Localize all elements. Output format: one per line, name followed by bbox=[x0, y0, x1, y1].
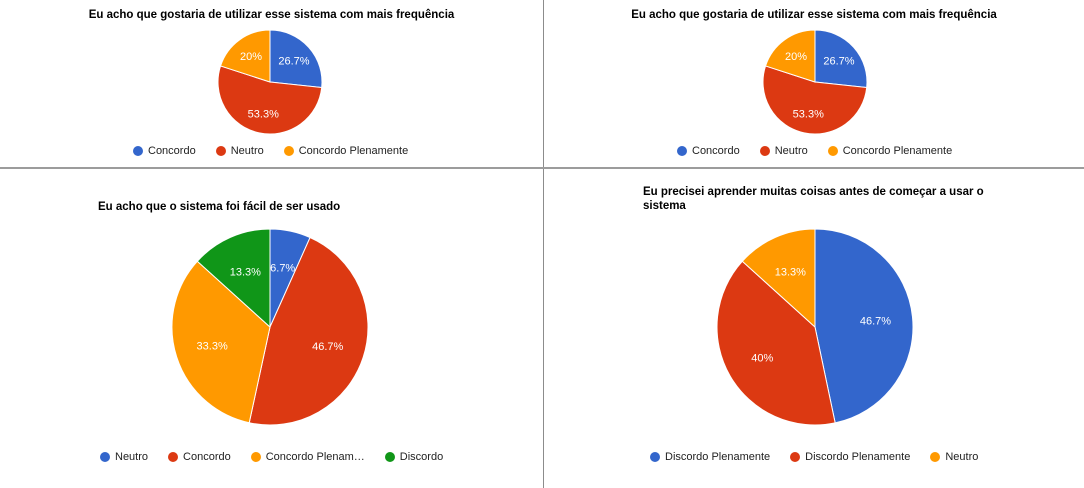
pie-slice-neutro bbox=[217, 65, 323, 135]
legend-label: Discordo bbox=[399, 451, 444, 463]
legend-item: Concordo bbox=[168, 451, 231, 463]
chart-title: Eu acho que o sistema foi fácil de ser u… bbox=[98, 201, 341, 213]
chart-title: Eu acho que gostaria de utilizar esse si… bbox=[88, 9, 455, 21]
legend-marker-icon bbox=[759, 146, 770, 156]
legend-item: Concordo Plenam… bbox=[250, 451, 365, 463]
legend-marker-icon bbox=[100, 452, 110, 462]
chart-panel-3: Eu precisei aprender muitas coisas antes… bbox=[544, 169, 1084, 488]
pie-slice-discordo bbox=[196, 228, 271, 329]
legend-item: Concordo bbox=[133, 145, 196, 157]
chart-title: Eu precisei aprender muitas coisas antes… bbox=[643, 185, 984, 213]
legend-item: Concordo bbox=[677, 145, 740, 157]
pie-slice-concordo-plenamente bbox=[764, 29, 816, 83]
chart-title: Eu acho que gostaria de utilizar esse si… bbox=[631, 9, 997, 21]
chart-panel-0: Eu acho que gostaria de utilizar esse si… bbox=[0, 0, 543, 167]
legend-item: Discordo Plenamente bbox=[650, 451, 770, 463]
legend-item: Discordo bbox=[384, 451, 444, 463]
pie-slice-concordo-plenamente bbox=[219, 29, 271, 83]
legend-label: Neutro bbox=[945, 451, 979, 463]
chart-legend: Concordo Neutro Concordo Plenamente bbox=[133, 145, 428, 157]
legend-label: Concordo Plenam… bbox=[265, 451, 365, 463]
slice-data-label: 26.7% bbox=[278, 55, 309, 67]
slice-data-label: 53.3% bbox=[248, 109, 279, 121]
slice-data-label: 40% bbox=[751, 352, 773, 364]
horizontal-divider bbox=[0, 167, 1084, 169]
pie-slice-neutro bbox=[741, 228, 816, 329]
legend-item: Discordo Plenamente bbox=[790, 451, 910, 463]
legend-marker-icon bbox=[215, 146, 226, 156]
pie-slice-concordo bbox=[269, 29, 323, 89]
legend-marker-icon bbox=[133, 146, 143, 156]
slice-data-label: 46.7% bbox=[312, 341, 343, 353]
slice-data-label: 20% bbox=[240, 51, 262, 63]
slice-data-label: 53.3% bbox=[793, 109, 824, 121]
legend-marker-icon bbox=[384, 452, 395, 462]
slice-data-label: 20% bbox=[785, 51, 807, 63]
slice-data-label: 6.7% bbox=[270, 263, 295, 275]
legend-marker-icon bbox=[283, 146, 294, 156]
chart-title-line-2: sistema bbox=[643, 200, 686, 212]
pie-slice-concordo bbox=[248, 236, 369, 426]
slice-data-label: 13.3% bbox=[775, 266, 806, 278]
legend-marker-icon bbox=[827, 146, 838, 156]
legend-label: Discordo Plenamente bbox=[805, 451, 911, 463]
pie-slice-neutro bbox=[762, 65, 868, 135]
legend-marker-icon bbox=[930, 452, 941, 462]
legend-item: Neutro bbox=[759, 145, 808, 157]
legend-marker-icon bbox=[168, 452, 179, 462]
legend-label: Discordo Plenamente bbox=[665, 451, 771, 463]
legend-item: Concordo Plenamente bbox=[283, 145, 409, 157]
slice-data-label: 46.7% bbox=[860, 316, 891, 328]
legend-marker-icon bbox=[790, 452, 801, 462]
legend-item: Neutro bbox=[215, 145, 264, 157]
pie-chart: 26.7% 53.3% 20% bbox=[762, 29, 868, 135]
slice-data-label: 13.3% bbox=[230, 266, 261, 278]
legend-marker-icon bbox=[250, 452, 261, 462]
legend-label: Concordo bbox=[183, 451, 231, 463]
legend-label: Neutro bbox=[115, 451, 149, 463]
chart-legend: Concordo Neutro Concordo Plenamente bbox=[677, 145, 972, 157]
legend-label: Concordo Plenamente bbox=[298, 145, 409, 157]
pie-chart: 46.7% 40% 13.3% bbox=[716, 228, 914, 426]
legend-label: Concordo bbox=[148, 145, 196, 157]
slice-data-label: 26.7% bbox=[823, 55, 854, 67]
legend-marker-icon bbox=[677, 146, 687, 156]
legend-item: Neutro bbox=[100, 451, 148, 463]
chart-panel-1: Eu acho que gostaria de utilizar esse si… bbox=[544, 0, 1084, 167]
legend-marker-icon bbox=[650, 452, 660, 462]
pie-slice-discordo-plenamente bbox=[716, 260, 836, 426]
chart-legend: Neutro Concordo Concordo Plenam… Discordo bbox=[100, 451, 463, 463]
pie-chart: 6.7% 46.7% 33.3% 13.3% bbox=[171, 228, 369, 426]
legend-label: Concordo Plenamente bbox=[842, 145, 953, 157]
legend-item: Concordo Plenamente bbox=[827, 145, 953, 157]
pie-slice-concordo bbox=[814, 29, 868, 89]
chart-panel-2: Eu acho que o sistema foi fácil de ser u… bbox=[0, 169, 543, 488]
chart-legend: Discordo Plenamente Discordo Plenamente Ne… bbox=[650, 451, 998, 463]
pie-chart: 26.7% 53.3% 20% bbox=[217, 29, 323, 135]
chart-title-line-1: Eu precisei aprender muitas coisas antes… bbox=[643, 186, 984, 198]
legend-label: Neutro bbox=[774, 145, 808, 157]
legend-label: Concordo bbox=[692, 145, 740, 157]
legend-label: Neutro bbox=[230, 145, 264, 157]
vertical-divider bbox=[543, 0, 544, 488]
pie-slice-concordo-plenam bbox=[171, 260, 271, 424]
legend-item: Neutro bbox=[930, 451, 978, 463]
slice-data-label: 33.3% bbox=[197, 341, 228, 353]
pie-slice-discordo-plenamente bbox=[814, 228, 914, 424]
